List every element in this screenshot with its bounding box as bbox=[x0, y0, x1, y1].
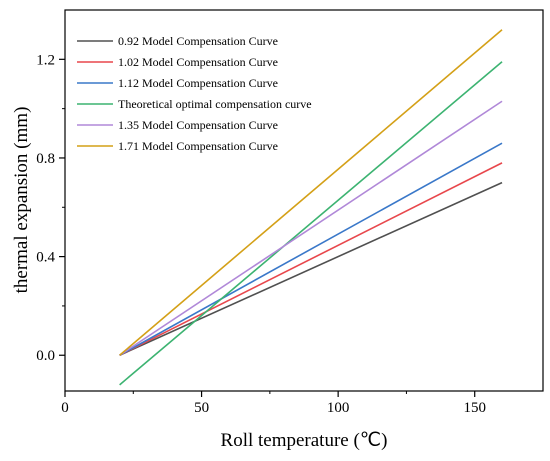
plot-area bbox=[64, 9, 544, 392]
series-line-1 bbox=[119, 162, 503, 356]
x-tick-label: 100 bbox=[327, 400, 350, 416]
y-axis: 0.0 0.4 0.8 1.2 bbox=[36, 52, 65, 364]
legend-item: 1.35 Model Compensation Curve bbox=[77, 118, 278, 132]
series-line-2 bbox=[119, 142, 503, 356]
legend-item: 0.92 Model Compensation Curve bbox=[77, 34, 278, 48]
series-line-0 bbox=[119, 181, 503, 356]
legend-label: 1.02 Model Compensation Curve bbox=[118, 55, 278, 69]
legend-item: 1.02 Model Compensation Curve bbox=[77, 55, 278, 69]
legend-label: 1.35 Model Compensation Curve bbox=[118, 118, 278, 132]
series-layer bbox=[119, 29, 503, 386]
series-line-4 bbox=[119, 100, 503, 356]
x-tick-label: 0 bbox=[61, 400, 69, 416]
legend: 0.92 Model Compensation Curve 1.02 Model … bbox=[77, 34, 312, 153]
legend-item: 1.12 Model Compensation Curve bbox=[77, 76, 278, 90]
plot-frame bbox=[64, 9, 544, 392]
legend-label: 1.12 Model Compensation Curve bbox=[118, 76, 278, 90]
legend-item: Theoretical optimal compensation curve bbox=[77, 97, 312, 111]
x-tick-label: 50 bbox=[194, 400, 209, 416]
series-line-3 bbox=[119, 61, 503, 386]
x-axis-title: Roll temperature (℃) bbox=[221, 430, 388, 451]
y-tick-label: 1.2 bbox=[36, 52, 55, 68]
y-tick-label: 0.4 bbox=[36, 250, 55, 266]
legend-label: 0.92 Model Compensation Curve bbox=[118, 34, 278, 48]
y-tick-label: 0.8 bbox=[36, 151, 55, 167]
y-axis-title: thermal expansion (mm) bbox=[11, 107, 32, 294]
x-axis: 0 50 100 150 bbox=[61, 391, 486, 416]
x-tick-label: 150 bbox=[463, 400, 486, 416]
y-tick-label: 0.0 bbox=[36, 348, 55, 364]
series-line-5 bbox=[119, 29, 503, 356]
legend-label: Theoretical optimal compensation curve bbox=[118, 97, 312, 111]
legend-label: 1.71 Model Compensation Curve bbox=[118, 139, 278, 153]
legend-item: 1.71 Model Compensation Curve bbox=[77, 139, 278, 153]
